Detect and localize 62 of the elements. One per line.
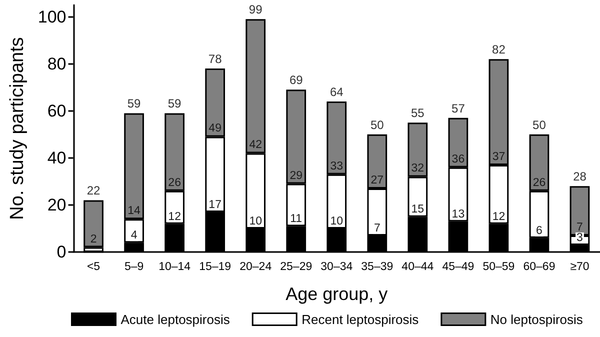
x-axis-title: Age group, y [286,284,388,304]
annotation: 37 [492,150,506,163]
total-label: 55 [410,106,425,120]
x-tick-label: 30–34 [320,261,354,273]
legend-label: Acute leptospirosis [120,312,230,327]
total-label: 59 [168,96,182,111]
annotation: 26 [532,176,546,189]
x-tick-label: 15–19 [199,261,232,273]
x-tick-label: 10–14 [158,261,192,273]
y-tick-label: 60 [47,101,66,120]
data-label: 12 [492,210,506,223]
legend-label: No leptospirosis [490,312,584,327]
y-tick-label: 100 [38,7,66,26]
total-label: 82 [492,42,506,57]
data-label: 11 [290,213,302,226]
x-tick-label: ≥70 [570,261,590,273]
legend-label: Recent leptospirosis [302,312,420,327]
annotation: 27 [370,174,384,186]
annotation: 36 [452,153,465,166]
total-label: 50 [370,118,384,132]
total-label: 28 [573,170,587,184]
annotation: 2 [90,233,97,246]
y-tick-label: 20 [47,195,66,214]
annotation: 33 [330,160,344,172]
annotation: 32 [411,162,424,175]
x-tick-label: 25–29 [280,261,312,273]
data-label: 6 [536,224,542,237]
y-tick-label: 0 [56,242,66,262]
total-label: 59 [127,96,142,111]
x-tick-label: 45–49 [442,261,474,273]
data-label: 4 [130,230,138,242]
x-tick-label: 20–24 [240,261,272,273]
x-tick-label: 50–59 [482,261,515,273]
total-label: 99 [248,2,263,17]
x-tick-label: 60–69 [523,261,556,273]
total-label: 64 [330,84,344,99]
x-tick-label: 35–39 [361,261,394,273]
y-axis-title: No. study participants [7,37,28,220]
x-tick-label: 5–9 [124,261,144,273]
total-label: 57 [452,101,466,116]
data-label: 10 [330,215,344,228]
data-label: 15 [411,204,424,216]
annotation: 7 [576,222,583,234]
data-label: 10 [249,215,262,228]
annotation: 49 [208,122,222,135]
annotation: 26 [168,176,181,189]
y-tick-label: 40 [47,148,66,168]
data-label: 12 [168,210,181,223]
annotation: 14 [128,205,142,218]
total-label: 50 [532,118,546,132]
data-label: 17 [208,199,222,212]
y-tick-label: 80 [47,54,66,74]
data-label: 7 [374,222,380,235]
annotation: 29 [290,170,303,182]
data-label: 3 [576,232,583,244]
x-tick-label: <5 [86,261,100,273]
total-label: 78 [208,52,222,66]
annotation: 42 [249,139,262,152]
data-label: 13 [452,208,465,220]
total-label: 22 [86,184,101,198]
x-tick-label: 40–44 [402,261,434,273]
total-label: 69 [289,73,304,88]
